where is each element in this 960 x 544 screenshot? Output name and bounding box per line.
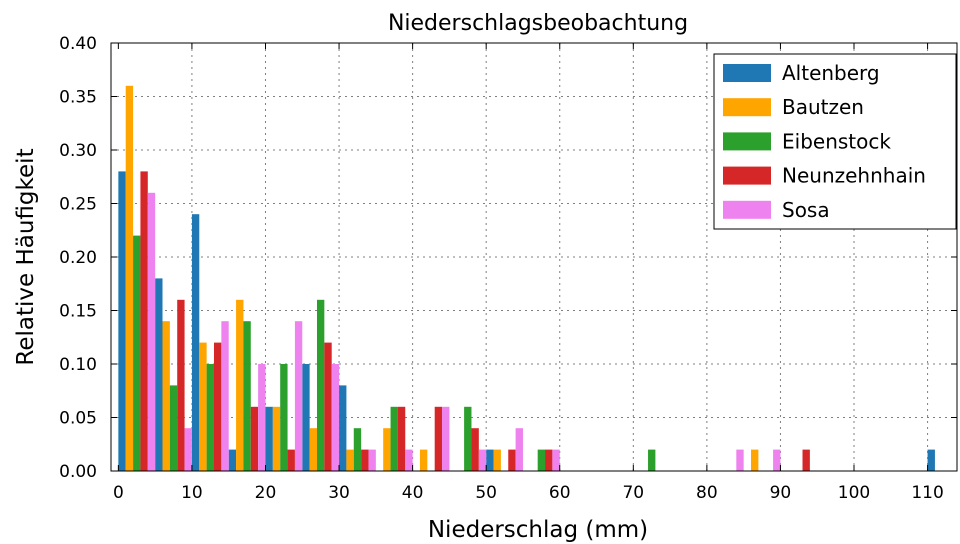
bar bbox=[125, 85, 134, 472]
bar bbox=[316, 299, 325, 471]
legend-swatch bbox=[723, 200, 771, 219]
bar bbox=[221, 321, 229, 471]
legend-swatch bbox=[723, 166, 771, 185]
y-tick-label: 0.00 bbox=[59, 462, 97, 482]
bar bbox=[280, 364, 288, 471]
bar bbox=[405, 449, 413, 471]
legend: Altenberg Bautzen Eibenstock Neunzehnhain So… bbox=[713, 53, 957, 230]
x-axis-title: Niederschlag (mm) bbox=[428, 517, 648, 543]
legend-label: Eibenstock bbox=[782, 129, 891, 153]
x-tick-label: 10 bbox=[181, 483, 203, 503]
bar bbox=[236, 299, 244, 471]
bar bbox=[927, 449, 935, 471]
bar bbox=[272, 406, 281, 471]
bar bbox=[383, 428, 391, 471]
legend-label: Sosa bbox=[782, 198, 830, 222]
bar bbox=[493, 449, 501, 471]
bar bbox=[258, 364, 266, 471]
bar bbox=[243, 321, 251, 471]
bar bbox=[228, 449, 237, 471]
bar bbox=[552, 449, 560, 471]
bar bbox=[339, 385, 347, 471]
bar bbox=[368, 449, 376, 471]
bar bbox=[464, 406, 472, 471]
y-tick-label: 0.05 bbox=[59, 409, 97, 429]
y-tick-label: 0.10 bbox=[59, 355, 97, 375]
x-tick-label: 50 bbox=[475, 483, 497, 503]
x-tick-label: 0 bbox=[113, 483, 124, 503]
bar bbox=[471, 428, 479, 471]
x-tick-label: 30 bbox=[328, 483, 350, 503]
bar bbox=[434, 406, 443, 471]
bar bbox=[309, 428, 317, 471]
bar bbox=[250, 406, 259, 471]
x-tick-label: 90 bbox=[770, 483, 792, 503]
bar bbox=[736, 449, 744, 471]
bar bbox=[751, 449, 759, 471]
y-tick-label: 0.40 bbox=[59, 34, 97, 54]
ticks-layer: 0 10 20 30 40 50 60 70 80 90 100 110 0.00 0.05 0.10 0.1… bbox=[59, 34, 957, 503]
bar bbox=[177, 299, 185, 471]
bar bbox=[353, 428, 362, 471]
bar bbox=[397, 406, 406, 471]
bar bbox=[773, 449, 781, 471]
bar bbox=[184, 428, 192, 471]
bar bbox=[648, 449, 656, 471]
bar bbox=[191, 214, 200, 471]
x-tick-label: 100 bbox=[838, 483, 870, 503]
bar bbox=[265, 406, 273, 471]
bar bbox=[302, 364, 310, 471]
bars-layer bbox=[118, 85, 935, 472]
y-tick-label: 0.30 bbox=[59, 141, 97, 161]
bar bbox=[361, 449, 369, 471]
bar bbox=[515, 428, 523, 471]
y-axis-title: Relative Häufigkeit bbox=[13, 148, 39, 365]
x-tick-label: 110 bbox=[911, 483, 943, 503]
chart-title: Niederschlagsbeobachtung bbox=[388, 11, 688, 36]
bar bbox=[155, 278, 163, 471]
legend-swatch bbox=[723, 64, 771, 82]
x-tick-label: 80 bbox=[696, 483, 718, 503]
bar bbox=[478, 449, 487, 471]
bar bbox=[324, 342, 332, 471]
legend-label: Bautzen bbox=[782, 95, 864, 119]
bar bbox=[169, 385, 178, 471]
bar bbox=[346, 449, 354, 471]
bar bbox=[147, 192, 156, 472]
bar bbox=[140, 171, 148, 471]
y-tick-label: 0.20 bbox=[59, 248, 97, 268]
bar bbox=[486, 449, 494, 471]
bar bbox=[133, 235, 141, 471]
bar bbox=[199, 342, 207, 471]
legend-label: Neunzehnhain bbox=[782, 164, 926, 188]
x-tick-label: 20 bbox=[255, 483, 277, 503]
y-tick-label: 0.35 bbox=[59, 88, 97, 108]
bar bbox=[331, 364, 340, 471]
bar bbox=[206, 364, 214, 471]
bar bbox=[390, 406, 398, 471]
legend-frame bbox=[713, 53, 957, 230]
x-tick-label: 70 bbox=[622, 483, 644, 503]
y-tick-label: 0.15 bbox=[59, 302, 97, 322]
bar bbox=[545, 449, 553, 471]
bar bbox=[213, 342, 222, 471]
bar bbox=[419, 449, 428, 471]
bar bbox=[287, 449, 295, 471]
bar bbox=[442, 406, 450, 471]
legend-swatch bbox=[723, 132, 771, 151]
bar bbox=[537, 449, 546, 471]
x-tick-label: 40 bbox=[402, 483, 424, 503]
bar bbox=[118, 171, 126, 471]
x-tick-label: 60 bbox=[549, 483, 571, 503]
bar bbox=[162, 321, 170, 471]
bar bbox=[508, 449, 516, 471]
bar bbox=[802, 449, 810, 471]
bar bbox=[294, 321, 303, 471]
y-tick-label: 0.25 bbox=[59, 195, 97, 215]
legend-label: Altenberg bbox=[782, 61, 880, 85]
legend-swatch bbox=[723, 98, 771, 117]
